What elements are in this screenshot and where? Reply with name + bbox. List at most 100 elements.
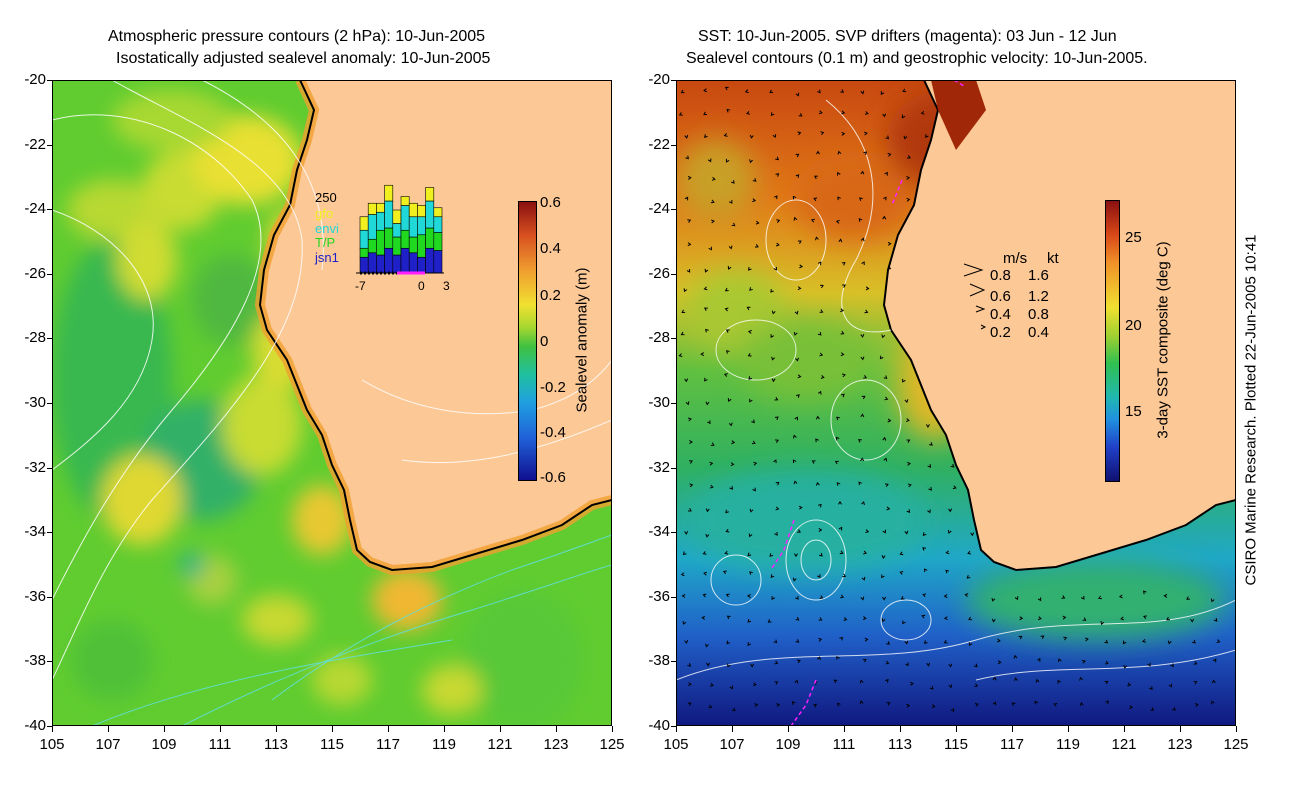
right-x-tick: 125 — [1223, 736, 1249, 753]
velocity-arrow — [678, 112, 683, 116]
velocity-arrow — [948, 684, 953, 689]
velocity-arrow — [860, 90, 865, 95]
left-x-tick: 105 — [39, 736, 65, 753]
velocity-arrow — [792, 577, 797, 582]
velocity-arrow — [1143, 615, 1147, 620]
legend-arrow-0.4 — [975, 305, 986, 313]
legend-arrow-0.6 — [969, 283, 986, 297]
velocity-arrow — [887, 418, 892, 423]
right-x-tick-mark — [1180, 726, 1181, 732]
velocity-arrow — [683, 288, 688, 293]
left-x-tick-mark — [164, 726, 165, 732]
velocity-arrow — [882, 436, 887, 441]
velocity-arrow — [748, 376, 753, 380]
velocity-arrow — [798, 505, 803, 510]
velocity-arrow — [731, 707, 736, 712]
velocity-arrow — [724, 86, 729, 91]
inset-bar-segment — [392, 254, 402, 274]
velocity-arrow — [964, 593, 969, 598]
velocity-arrow — [775, 156, 779, 161]
velocity-arrow — [900, 596, 905, 600]
velocity-arrow — [727, 265, 732, 270]
velocity-arrow — [1150, 707, 1154, 711]
velocity-arrow — [797, 529, 801, 533]
velocity-arrow — [931, 704, 936, 709]
velocity-arrow — [1193, 680, 1198, 685]
right-y-tick: -30 — [648, 394, 670, 411]
velocity-arrow — [841, 373, 846, 378]
velocity-arrow — [905, 418, 910, 423]
right-y-tick-mark — [671, 467, 676, 469]
left-y-tick-mark — [47, 467, 52, 469]
right-x-tick-mark — [676, 726, 677, 732]
velocity-arrow — [687, 702, 692, 706]
velocity-arrow — [820, 131, 825, 136]
velocity-arrow — [1081, 659, 1086, 664]
left-y-tick-mark — [47, 532, 52, 534]
left-y-tick: -22 — [24, 135, 46, 153]
velocity-arrow — [747, 329, 752, 334]
velocity-arrow — [950, 708, 955, 712]
velocity-arrow — [974, 683, 979, 688]
velocity-arrow — [775, 242, 780, 247]
right-y-tick-mark — [671, 532, 676, 534]
right-y-tick-mark — [671, 80, 676, 81]
velocity-arrow — [1147, 662, 1151, 667]
velocity-arrow — [818, 527, 823, 532]
right-x-tick: 121 — [1111, 736, 1137, 753]
velocity-arrow — [724, 550, 729, 555]
velocity-arrow — [728, 422, 733, 427]
velocity-arrow — [904, 640, 909, 645]
velocity-arrow — [838, 526, 843, 531]
velocity-arrow — [797, 131, 802, 136]
velocity-arrow — [925, 424, 930, 428]
velocity-arrow — [817, 261, 822, 266]
velocity-arrow — [680, 89, 685, 94]
velocity-arrow — [861, 395, 866, 400]
left-colorbar-label: Sealevel anomaly (m) — [573, 267, 591, 413]
right-x-tick-mark — [1012, 726, 1013, 732]
legend-arrow-0.8 — [963, 263, 984, 277]
velocity-arrow — [754, 703, 759, 708]
velocity-arrow — [747, 642, 752, 646]
inset-bar-segment — [376, 254, 385, 274]
left-y-tick-mark — [47, 338, 52, 340]
velocity-arrow — [887, 265, 892, 270]
left-x-tick-mark — [108, 726, 109, 732]
velocity-legend-kt-0: 1.6 — [1028, 267, 1049, 284]
velocity-arrow — [727, 663, 731, 668]
velocity-arrow — [709, 682, 714, 687]
velocity-arrow — [884, 396, 889, 401]
velocity-arrow — [818, 110, 823, 115]
velocity-arrow — [1079, 676, 1083, 681]
velocity-arrow — [703, 286, 708, 291]
velocity-arrow — [730, 180, 735, 184]
velocity-arrow — [1163, 593, 1168, 598]
inset-bar-segment — [384, 227, 394, 249]
velocity-arrow — [776, 219, 781, 223]
velocity-arrow — [973, 663, 978, 668]
velocity-arrow — [839, 550, 844, 555]
left-x-tick: 111 — [208, 736, 232, 753]
velocity-arrow — [865, 529, 870, 533]
inset-bar-segment — [384, 184, 394, 202]
velocity-arrow — [747, 352, 752, 357]
inset-bar-segment — [417, 216, 426, 236]
velocity-arrow — [774, 396, 779, 401]
velocity-arrow — [770, 334, 774, 339]
velocity-arrow — [906, 197, 911, 202]
left-y-tick-mark — [47, 403, 52, 404]
velocity-arrow — [681, 593, 686, 598]
left-title-line2: Isostatically adjusted sealevel anomaly:… — [116, 50, 491, 67]
right-y-tick: -28 — [648, 329, 670, 347]
velocity-arrow — [1034, 700, 1039, 705]
velocity-arrow — [746, 306, 751, 311]
velocity-arrow — [920, 110, 925, 115]
velocity-arrow — [817, 89, 821, 94]
velocity-arrow — [722, 570, 727, 575]
velocity-arrow — [797, 240, 802, 244]
velocity-arrow — [836, 482, 841, 486]
velocity-arrow — [929, 685, 934, 690]
velocity-arrow — [1014, 596, 1019, 601]
velocity-arrow — [905, 662, 909, 667]
